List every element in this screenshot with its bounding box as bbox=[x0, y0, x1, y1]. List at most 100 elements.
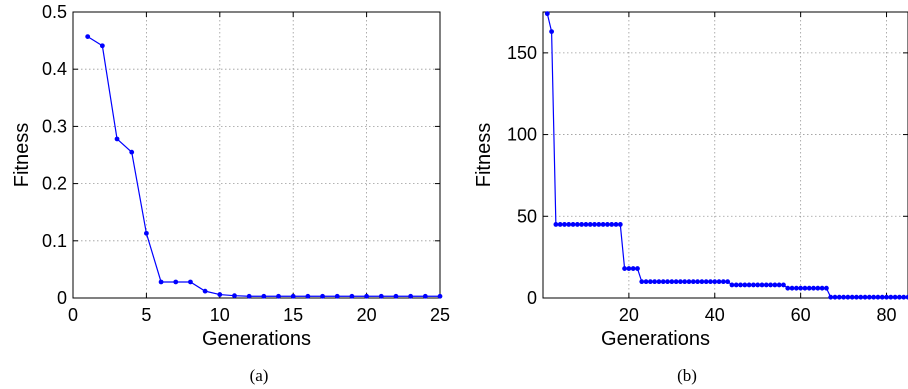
data-point bbox=[845, 294, 851, 300]
series-line bbox=[546, 13, 908, 298]
data-point bbox=[738, 282, 743, 288]
data-point bbox=[574, 222, 580, 227]
x-tick-label: 0 bbox=[68, 305, 78, 325]
data-point bbox=[746, 282, 752, 288]
x-tick-label: 60 bbox=[791, 305, 811, 325]
data-point bbox=[99, 43, 105, 49]
chart-a: 0 5 10 15 20 25 0 0.1 0.2 0.3 0.4 0.5 Generations F… bbox=[11, 2, 450, 385]
data-point bbox=[901, 294, 907, 300]
data-point bbox=[772, 282, 778, 288]
data-point bbox=[246, 293, 252, 299]
data-point bbox=[708, 279, 713, 285]
data-point bbox=[144, 230, 149, 236]
data-point bbox=[798, 285, 804, 291]
y-tick-label: 0.3 bbox=[42, 116, 67, 136]
x-axis-label-a: Generations bbox=[202, 328, 311, 350]
data-point bbox=[583, 222, 589, 227]
x-tick-label: 5 bbox=[141, 305, 151, 325]
data-point bbox=[849, 294, 855, 300]
ticks-b: 20 40 60 80 0 50 100 150 bbox=[507, 12, 908, 325]
data-point bbox=[871, 294, 877, 300]
data-point bbox=[751, 282, 756, 288]
data-point bbox=[656, 279, 662, 285]
data-point bbox=[660, 279, 666, 285]
data-point bbox=[609, 222, 615, 227]
data-point bbox=[755, 282, 761, 288]
data-point bbox=[884, 294, 889, 300]
data-point bbox=[793, 285, 799, 291]
data-point bbox=[862, 294, 868, 300]
data-point bbox=[806, 285, 812, 291]
data-point bbox=[892, 294, 898, 300]
data-point bbox=[720, 279, 726, 285]
data-point bbox=[716, 279, 722, 285]
plot-frame-b bbox=[542, 11, 908, 299]
data-point bbox=[408, 293, 414, 299]
data-point bbox=[305, 293, 311, 299]
x-tick-label: 10 bbox=[210, 305, 230, 325]
data-point bbox=[605, 222, 610, 227]
x-tick-label: 25 bbox=[430, 305, 450, 325]
data-point bbox=[665, 279, 670, 285]
data-point bbox=[690, 279, 696, 285]
y-tick-label: 100 bbox=[507, 125, 537, 145]
data-point bbox=[570, 222, 576, 227]
data-point bbox=[802, 285, 808, 291]
data-point bbox=[712, 279, 718, 285]
data-point bbox=[789, 285, 795, 291]
y-axis-label-b: Fitness bbox=[473, 123, 495, 187]
data-point bbox=[553, 222, 559, 227]
data-point bbox=[682, 279, 688, 285]
data-point bbox=[622, 266, 627, 271]
data-point bbox=[85, 34, 91, 39]
data-point bbox=[699, 279, 705, 285]
data-point bbox=[647, 279, 653, 285]
data-point bbox=[824, 285, 829, 291]
data-point bbox=[626, 266, 632, 271]
x-tick-label: 20 bbox=[357, 305, 377, 325]
data-point bbox=[836, 294, 842, 300]
data-point bbox=[437, 293, 443, 299]
y-tick-label: 0.4 bbox=[42, 59, 67, 79]
data-point bbox=[217, 292, 223, 297]
data-point bbox=[811, 285, 816, 291]
data-point bbox=[686, 279, 692, 285]
x-tick-label: 15 bbox=[283, 305, 303, 325]
data-point bbox=[639, 279, 645, 285]
gridlines-a bbox=[73, 12, 440, 298]
data-point bbox=[897, 294, 902, 300]
y-tick-label: 0.5 bbox=[42, 2, 67, 22]
data-point bbox=[364, 293, 369, 299]
data-point bbox=[290, 293, 296, 299]
data-point bbox=[617, 222, 623, 227]
series-a bbox=[85, 34, 443, 299]
caption-b: (b) bbox=[677, 366, 697, 385]
data-point bbox=[768, 282, 773, 288]
data-point bbox=[334, 293, 340, 299]
x-tick-label: 20 bbox=[619, 305, 639, 325]
data-point bbox=[763, 282, 769, 288]
series-line bbox=[87, 36, 440, 297]
data-point bbox=[422, 293, 428, 299]
data-point bbox=[673, 279, 679, 285]
data-point bbox=[549, 29, 554, 35]
chart-b: 20 40 60 80 0 50 100 150 Generations Fitness (b… bbox=[473, 11, 908, 385]
data-point bbox=[854, 294, 859, 300]
y-tick-label: 0.2 bbox=[42, 174, 67, 194]
data-point bbox=[742, 282, 748, 288]
data-point bbox=[566, 222, 572, 227]
caption-a: (a) bbox=[250, 366, 269, 385]
data-point bbox=[669, 279, 675, 285]
data-point bbox=[202, 288, 208, 294]
x-tick-label: 40 bbox=[705, 305, 725, 325]
y-axis-label-a: Fitness bbox=[11, 123, 33, 187]
data-point bbox=[587, 222, 593, 227]
data-point bbox=[785, 285, 791, 291]
data-point bbox=[729, 282, 735, 288]
data-point bbox=[781, 282, 786, 288]
data-point bbox=[888, 294, 894, 300]
y-tick-label: 0.1 bbox=[42, 231, 67, 251]
data-point bbox=[232, 293, 237, 299]
data-point bbox=[776, 282, 782, 288]
